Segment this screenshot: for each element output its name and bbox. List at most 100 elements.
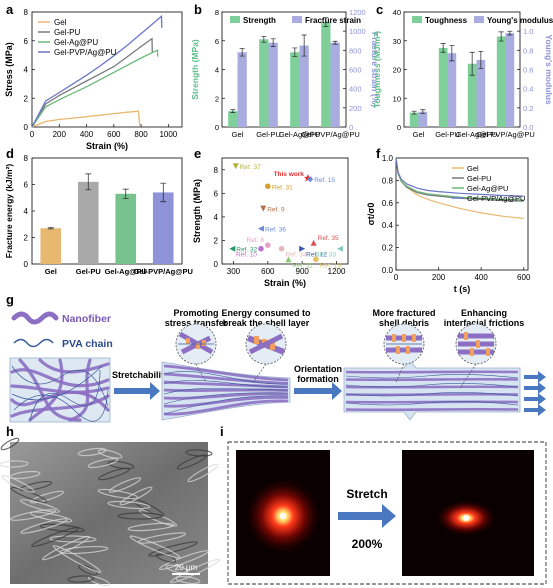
saxs-center-before — [280, 513, 286, 519]
x-tick-label: 600 — [261, 267, 275, 276]
x-axis-label: t (s) — [454, 284, 471, 294]
saxs-strain-label: 200% — [352, 537, 383, 551]
point-8 — [258, 245, 264, 252]
saxs-panel: Stretch 200% — [227, 441, 547, 585]
aligned-pva-3 — [345, 401, 519, 406]
point-5 — [257, 225, 264, 232]
callout-2-fibers — [246, 333, 286, 355]
x-axis-label: Strain (%) — [264, 278, 306, 288]
point-label-13: Ref. 11 — [292, 262, 313, 269]
y-tick-label: 4 — [24, 207, 29, 216]
network-fiber-5 — [28, 358, 64, 422]
y-tick-label: 2 — [214, 236, 219, 245]
panel-letter-d: d — [6, 146, 14, 161]
point-label-0: Ref. 37 — [240, 164, 261, 171]
legend-swatch-0 — [230, 16, 240, 23]
error-bar-1-3 — [507, 30, 513, 36]
y-tick-label: 6 — [24, 181, 29, 190]
sem-fiber-14 — [119, 486, 153, 506]
point-6 — [310, 239, 317, 246]
panel-letter-e: e — [194, 146, 201, 161]
error-bar-0-1 — [261, 36, 267, 43]
y2-tick-label: 600 — [349, 66, 362, 75]
x-tick-label: 1000 — [159, 130, 177, 139]
legend-swatch-1 — [474, 16, 484, 23]
y-tick-label: 8 — [214, 166, 219, 175]
legend-label-1: Fracture strain — [305, 16, 361, 25]
callout-3-label: More fractured shell debris — [372, 308, 435, 328]
series-line-0 — [31, 110, 141, 128]
point-label-2: Ref. 15 — [314, 177, 335, 184]
panel-letter-c: c — [376, 2, 383, 17]
error-bar-1-2 — [301, 34, 307, 57]
legend-label-2: Gel-Ag@PU — [467, 184, 508, 193]
nanofiber-legend-label: Nanofiber — [62, 313, 111, 325]
series-line-3 — [395, 157, 524, 197]
deformed-pva-2 — [163, 387, 289, 395]
y2-tick-label: 0.6 — [523, 66, 533, 75]
random-network-fibers — [10, 358, 110, 422]
bar-1-3 — [505, 33, 515, 128]
y-tick-label: 6 — [215, 37, 219, 46]
panel-letter-i: i — [220, 424, 224, 439]
output-arrow-3 — [524, 393, 546, 405]
y-tick-label: 40 — [393, 8, 401, 17]
category-label-0: Gel — [232, 130, 244, 139]
sem-fiber-34 — [77, 447, 107, 457]
bar-0-2 — [290, 52, 300, 127]
aligned-pva-2 — [345, 392, 519, 397]
legend-label-0: Toughness — [425, 16, 468, 25]
y-tick-label: 30 — [393, 37, 401, 46]
legend-label-1: Gel-PU — [467, 174, 492, 183]
sem-fiber-30 — [117, 512, 163, 520]
network-fiber-4 — [10, 394, 110, 418]
point-label-9: Ref. 34 — [286, 252, 307, 259]
error-bar-1-0 — [239, 48, 245, 57]
sem-fiber-39 — [67, 575, 95, 583]
y2-tick-label: 1000 — [349, 27, 366, 36]
sem-scale-label: 20 μm — [175, 563, 198, 572]
deformed-fiber-0 — [163, 364, 289, 382]
callout-4-label: Enhancing interfacial frictions — [444, 308, 525, 328]
error-bar-0 — [47, 227, 54, 230]
bar-1-0 — [237, 52, 247, 127]
y2-tick-label: 800 — [349, 46, 362, 55]
x-axis-label: Strain (%) — [86, 141, 128, 151]
y-tick-label: 2 — [24, 94, 29, 103]
sem-fiber-40 — [97, 488, 139, 500]
sem-fiber-38 — [20, 518, 68, 534]
point-7 — [265, 242, 271, 248]
category-label-2: Gel-Ag@PU — [456, 130, 497, 139]
bar-0-3 — [496, 36, 506, 127]
point-4 — [260, 205, 267, 212]
error-bar-0-0 — [411, 110, 417, 115]
callout-3-fibers — [386, 334, 422, 354]
bar-1-3 — [330, 42, 340, 127]
y-axis-label: Fracture energy (kJ/m²) — [4, 164, 14, 259]
y-axis-label: Strength (MPa) — [190, 39, 200, 100]
sem-fiber-32 — [1, 475, 35, 493]
bar-0 — [40, 228, 62, 264]
point-label-6: Ref. 35 — [318, 235, 339, 242]
bar-0-1 — [438, 47, 448, 127]
output-arrow-2 — [524, 382, 546, 394]
deformed-fiber-2 — [163, 380, 289, 389]
x-tick-label: 1200 — [328, 267, 346, 276]
aligned-network-fibers — [345, 370, 519, 412]
callout-1-fibers — [178, 331, 214, 355]
output-arrow-1 — [524, 371, 546, 383]
aligned-fiber-4 — [345, 400, 519, 404]
sem-fiber-1 — [30, 490, 64, 504]
sem-fiber-24 — [98, 467, 130, 481]
x-tick-label: 400 — [80, 130, 94, 139]
category-label-3: Gel-PVP/Ag@PU — [134, 267, 193, 276]
y-axis-label: Stress (MPa) — [4, 42, 14, 97]
series-line-2 — [31, 49, 159, 128]
y-tick-label: 0.8 — [382, 176, 394, 185]
orientation-arrow — [294, 382, 342, 400]
category-label-1: Gel-PU — [256, 130, 281, 139]
y-axis-label: Toughness (MJ/m³) — [372, 31, 382, 108]
error-bar-1 — [85, 173, 92, 191]
output-arrow-4 — [524, 404, 546, 416]
